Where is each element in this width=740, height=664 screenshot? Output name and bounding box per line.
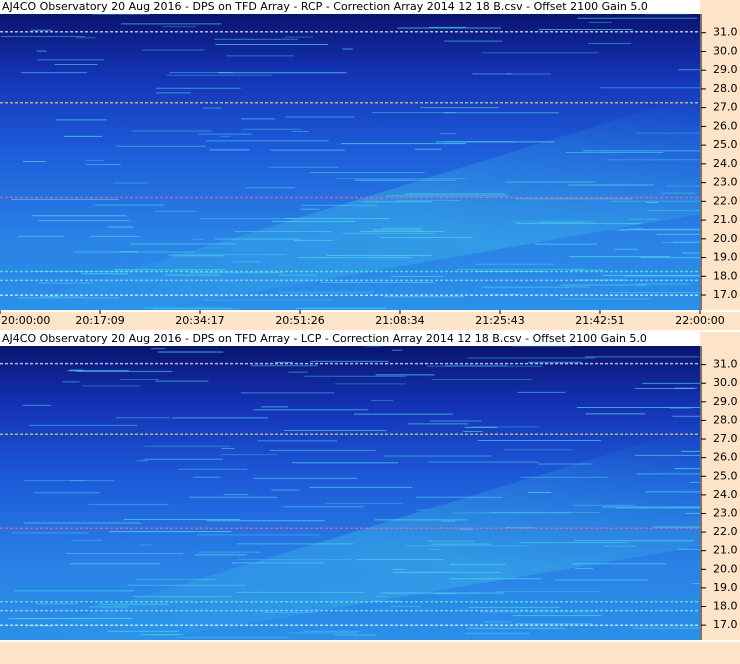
x-tick-label: 21:08:34 [375, 314, 424, 327]
y-tick-label: 24.0 [713, 488, 738, 501]
x-tick-label: 20:17:09 [75, 314, 124, 327]
panel-title: AJ4CO Observatory 20 Aug 2016 - DPS on T… [2, 332, 647, 345]
y-tick-label: 21.0 [713, 213, 738, 226]
y-tick-label: 31.0 [713, 358, 738, 371]
y-tick-label: 17.0 [713, 288, 738, 301]
y-tick-label: 30.0 [713, 376, 738, 389]
y-tick-label: 25.0 [713, 469, 738, 482]
x-tick-label: 20:00:00 [1, 314, 50, 327]
y-tick-label: 29.0 [713, 63, 738, 76]
y-tick-label: 27.0 [713, 101, 738, 114]
x-tick-label: 20:34:17 [175, 314, 224, 327]
y-tick-label: 17.0 [713, 618, 738, 631]
y-tick-label: 19.0 [713, 251, 738, 264]
time-strip [0, 642, 740, 664]
x-tick-label: 21:42:51 [575, 314, 624, 327]
x-tick-label: 20:51:26 [275, 314, 324, 327]
y-tick-label: 18.0 [713, 600, 738, 613]
y-tick-label: 23.0 [713, 506, 738, 519]
y-tick-label: 19.0 [713, 581, 738, 594]
y-tick-label: 23.0 [713, 176, 738, 189]
y-tick-label: 21.0 [713, 544, 738, 557]
y-tick-label: 24.0 [713, 157, 738, 170]
y-tick-label: 18.0 [713, 269, 738, 282]
y-tick-label: 26.0 [713, 119, 738, 132]
y-tick-label: 22.0 [713, 525, 738, 538]
y-tick-label: 28.0 [713, 413, 738, 426]
y-tick-label: 26.0 [713, 451, 738, 464]
x-tick-label: 21:25:43 [475, 314, 524, 327]
panel-title: AJ4CO Observatory 20 Aug 2016 - DPS on T… [2, 0, 648, 13]
x-tick-label: 22:00:00 [675, 314, 724, 327]
y-tick-label: 29.0 [713, 395, 738, 408]
emission-glow [0, 426, 700, 640]
y-tick-label: 20.0 [713, 562, 738, 575]
y-tick-label: 31.0 [713, 26, 738, 39]
y-tick-label: 20.0 [713, 232, 738, 245]
time-strip [0, 312, 740, 330]
y-tick-label: 28.0 [713, 82, 738, 95]
axis-strip [700, 332, 740, 640]
y-tick-label: 27.0 [713, 432, 738, 445]
y-tick-label: 25.0 [713, 138, 738, 151]
axis-strip [700, 0, 740, 310]
y-tick-label: 22.0 [713, 194, 738, 207]
y-tick-label: 30.0 [713, 44, 738, 57]
